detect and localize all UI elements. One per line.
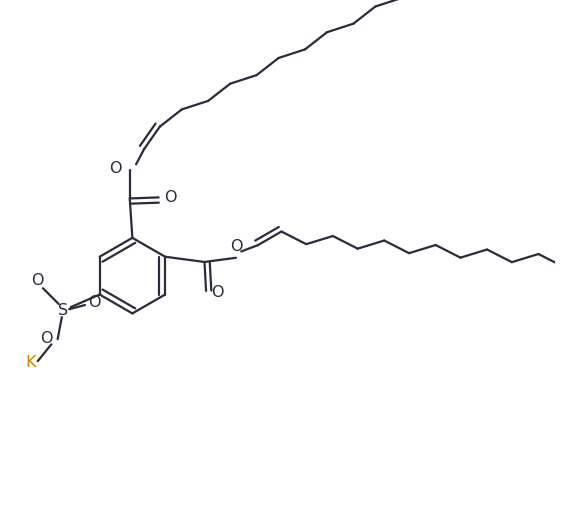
Text: S: S [58,303,68,318]
Text: O: O [211,285,224,300]
Text: O: O [32,273,44,288]
Text: K: K [25,355,36,370]
Text: O: O [109,161,122,175]
Text: O: O [40,331,52,345]
Text: O: O [230,239,242,254]
Text: O: O [88,295,101,310]
Text: O: O [164,190,177,205]
